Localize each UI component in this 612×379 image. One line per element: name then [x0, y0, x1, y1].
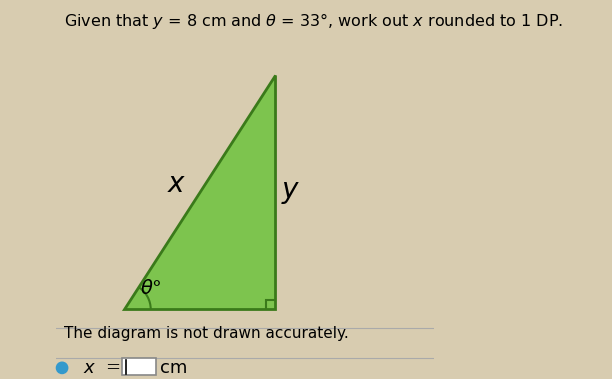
Circle shape [56, 362, 68, 374]
Text: $x$: $x$ [168, 171, 187, 198]
Text: cm: cm [160, 359, 187, 377]
Polygon shape [124, 75, 275, 309]
Text: Given that $y$ = 8 cm and $\theta$ = 33°, work out $x$ rounded to 1 DP.: Given that $y$ = 8 cm and $\theta$ = 33°… [64, 11, 563, 31]
FancyBboxPatch shape [122, 359, 157, 376]
Text: $x$  =: $x$ = [83, 359, 121, 377]
Text: $y$: $y$ [281, 179, 300, 206]
Text: $\theta$°: $\theta$° [140, 279, 162, 298]
Text: The diagram is not drawn accurately.: The diagram is not drawn accurately. [64, 326, 349, 341]
